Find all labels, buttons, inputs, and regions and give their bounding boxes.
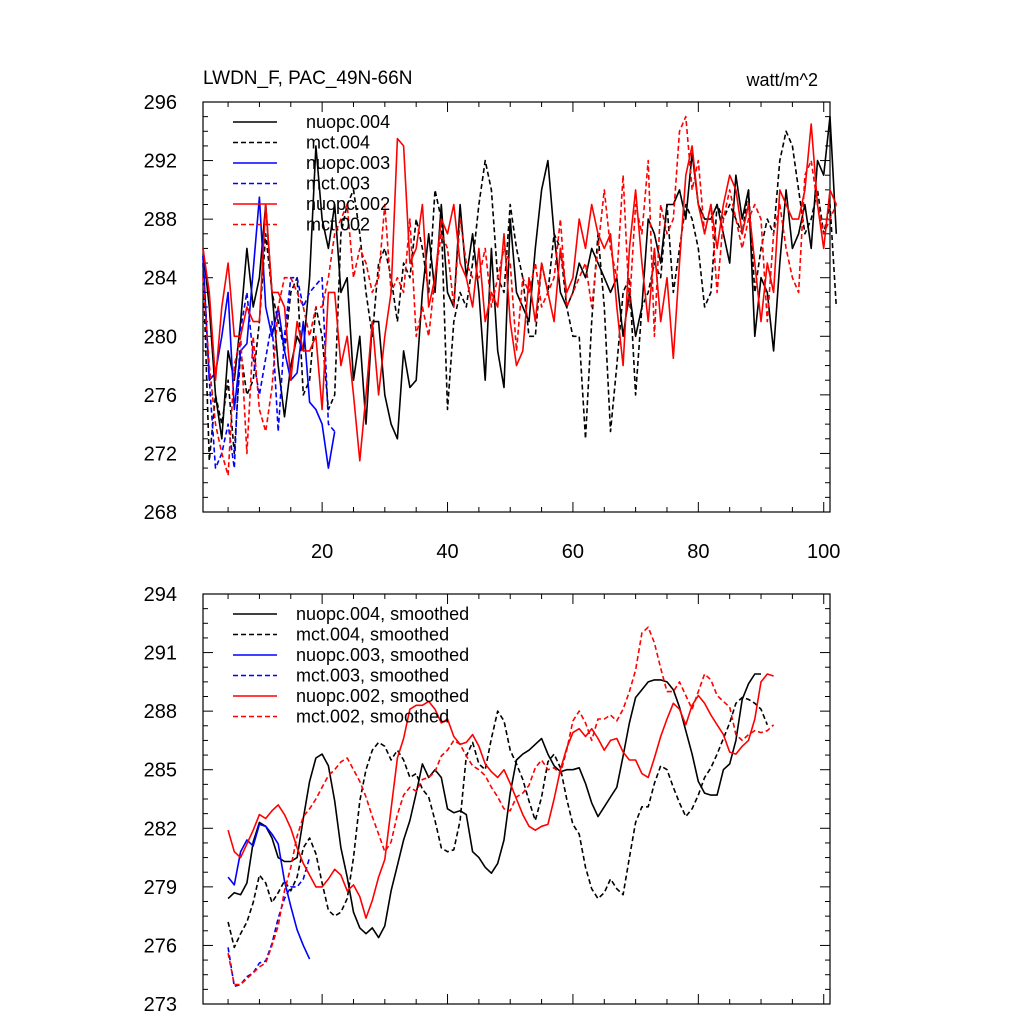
y-tick-label: 273 bbox=[144, 994, 177, 1016]
x-tick-label: 40 bbox=[436, 541, 458, 563]
legend-label: mct.004 bbox=[306, 133, 370, 153]
y-tick-label: 288 bbox=[144, 701, 177, 723]
x-tick-label: 80 bbox=[687, 541, 709, 563]
legend-label: nuopc.003 bbox=[306, 153, 390, 173]
plot-frame bbox=[202, 101, 831, 513]
legend-label: mct.002 bbox=[306, 215, 370, 235]
panel-top: 268 272 276 280 284 288 292 296 20 40 60 80 100 nuopc… bbox=[144, 92, 841, 563]
series-line bbox=[227, 823, 311, 960]
legend-label: nuopc.003, smoothed bbox=[296, 645, 469, 665]
y-tick-label: 268 bbox=[144, 502, 177, 524]
series-line bbox=[202, 115, 838, 477]
y-tick-label: 296 bbox=[144, 92, 177, 114]
legend-label: nuopc.002 bbox=[306, 194, 390, 214]
y-tick-label: 272 bbox=[144, 443, 177, 465]
y-tick-label: 294 bbox=[144, 584, 177, 606]
series-line bbox=[227, 626, 775, 986]
series-line bbox=[202, 115, 838, 440]
panel-bottom: 273 276 279 282 285 288 291 294 nuopc.004, smoot… bbox=[144, 584, 831, 1016]
y-tick-label: 282 bbox=[144, 818, 177, 840]
legend-label: mct.003 bbox=[306, 174, 370, 194]
y-tick-label: 276 bbox=[144, 935, 177, 957]
y-tick-label: 285 bbox=[144, 760, 177, 782]
x-tick-label: 20 bbox=[311, 541, 333, 563]
legend-label: nuopc.002, smoothed bbox=[296, 686, 469, 706]
legend-label: mct.003, smoothed bbox=[296, 666, 449, 686]
series-line bbox=[227, 696, 769, 949]
y-tick-label: 284 bbox=[144, 268, 177, 290]
y-tick-label: 276 bbox=[144, 385, 177, 407]
series-line bbox=[202, 196, 336, 469]
series-line bbox=[202, 123, 838, 462]
legend-label: mct.002, smoothed bbox=[296, 707, 449, 727]
legend-label: nuopc.004, smoothed bbox=[296, 604, 469, 624]
chart-title: LWDN_F, PAC_49N-66N bbox=[203, 68, 412, 89]
chart-units: watt/m^2 bbox=[746, 70, 818, 90]
y-tick-label: 292 bbox=[144, 151, 177, 173]
legend-label: nuopc.004 bbox=[306, 112, 390, 132]
x-tick-label: 60 bbox=[562, 541, 584, 563]
series-line bbox=[227, 673, 761, 939]
y-tick-label: 279 bbox=[144, 877, 177, 899]
y-tick-label: 280 bbox=[144, 326, 177, 348]
series-line bbox=[227, 673, 774, 919]
series-line bbox=[202, 255, 336, 469]
y-tick-label: 288 bbox=[144, 209, 177, 231]
y-tick-label: 291 bbox=[144, 643, 177, 665]
legend-label: mct.004, smoothed bbox=[296, 625, 449, 645]
x-tick-label: 100 bbox=[807, 541, 840, 563]
